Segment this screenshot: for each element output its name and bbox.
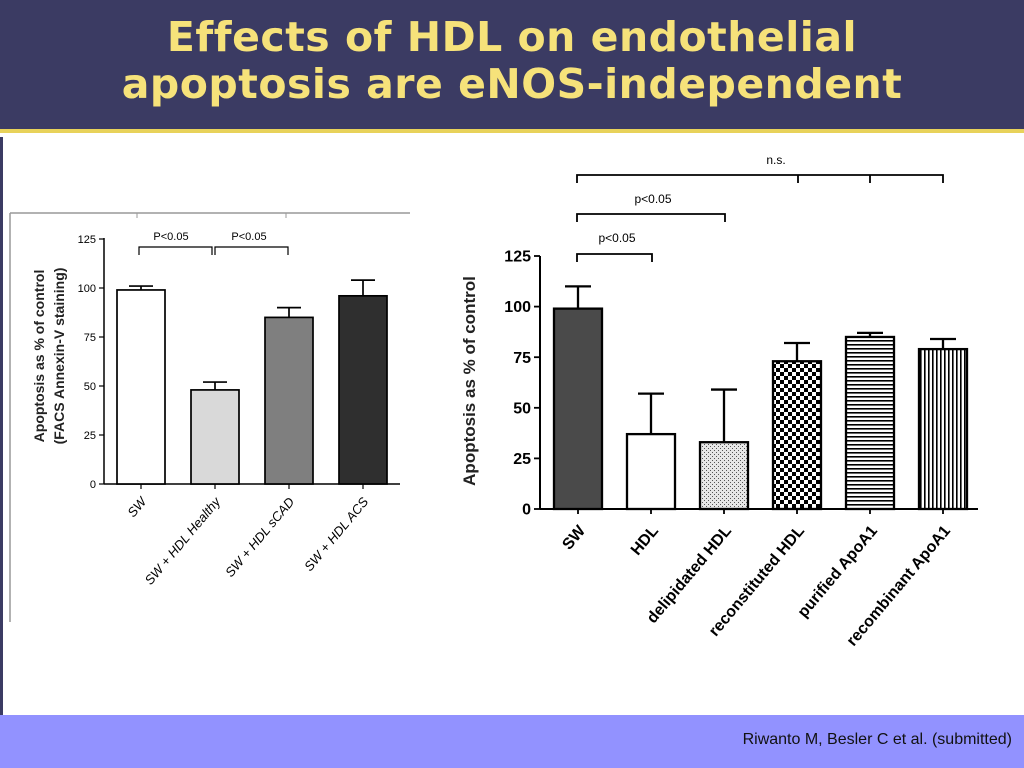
chart-left-bracket-1 [138, 246, 213, 255]
chart-right-bar [625, 432, 677, 511]
chart-left-ylabel-2: (FACS Annexin-V staining) [51, 268, 67, 445]
slide-footer: Riwanto M, Besler C et al. (submitted) [0, 715, 1024, 768]
title-line-1: Effects of HDL on endothelial [166, 13, 858, 61]
chart-right-ytick-label: 100 [504, 299, 531, 316]
chart-right-bracket-ns [576, 174, 944, 183]
chart-right-annotation-p2: p<0.05 [634, 192, 671, 206]
title-line-2: apoptosis are eNOS-independent [121, 60, 903, 108]
chart-right-bar [552, 307, 604, 511]
chart-right-ytick-label: 25 [513, 451, 531, 468]
chart-right-ytick-label: 125 [504, 249, 531, 266]
chart-right-ylabel: Apoptosis as % of control [460, 276, 479, 486]
chart-right-bar [698, 441, 750, 511]
chart-right-bracket-p2 [576, 213, 726, 222]
chart-right-ytick-label: 0 [522, 502, 531, 519]
chart-right-ytick-label: 50 [513, 400, 531, 417]
chart-left-ylabel-1: Apoptosis as % of control [31, 270, 47, 443]
chart-left-bracket-2 [214, 246, 289, 255]
chart-right-ytick-label: 75 [513, 350, 531, 367]
chart-right-annotation-ns: n.s. [766, 153, 785, 167]
chart-left-ytick-label: 125 [78, 234, 96, 246]
slide-left-border [0, 137, 3, 715]
chart-left-ytick-label: 100 [78, 283, 96, 295]
chart-right-bar [917, 347, 969, 511]
chart-left-annotation-2: P<0.05 [231, 231, 266, 243]
slide-title: Effects of HDL on endothelial apoptosis … [0, 14, 1024, 108]
chart-right-bracket-p1 [576, 253, 653, 262]
chart-left-ytick-label: 50 [84, 381, 96, 393]
chart-left-ytick-label: 75 [84, 332, 96, 344]
chart-right-bar [771, 360, 823, 511]
chart-right-bar [844, 335, 896, 511]
chart-right-xtick-label: purified ApoA1 [795, 523, 881, 621]
chart-right-xtick-label: HDL [628, 522, 662, 558]
slide-header: Effects of HDL on endothelial apoptosis … [0, 0, 1024, 133]
citation: Riwanto M, Besler C et al. (submitted) [742, 731, 1012, 748]
chart-left-ytick-label: 25 [84, 430, 96, 442]
chart-right-xtick-label: SW [559, 522, 589, 553]
chart-left-ytick-label: 0 [90, 479, 96, 491]
chart-right-annotation-p1: p<0.05 [598, 231, 635, 245]
chart-left-annotation-1: P<0.05 [153, 231, 188, 243]
